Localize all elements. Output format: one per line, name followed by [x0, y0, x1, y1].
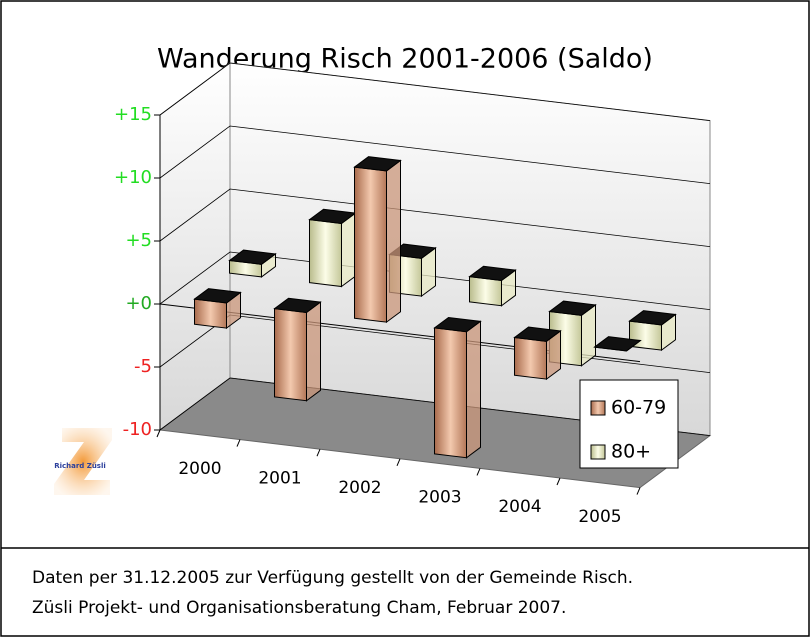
- bar-front: [194, 298, 227, 329]
- bar-side: [306, 301, 321, 402]
- left-wall: [159, 62, 231, 431]
- legend-swatch: [590, 400, 606, 416]
- x-tick-label: 2002: [338, 478, 381, 498]
- grid-line: [159, 188, 711, 247]
- bar-front: [434, 327, 467, 459]
- logo: Richard Züsli: [54, 428, 112, 495]
- bar-front: [629, 320, 662, 351]
- legend-swatch: [590, 444, 606, 460]
- y-tick-label: -5: [134, 356, 152, 377]
- bar-top: [228, 249, 277, 265]
- x-tick: [556, 477, 561, 486]
- bar-front: [354, 166, 387, 323]
- bar-top: [353, 156, 402, 172]
- bar-front: [469, 276, 502, 307]
- y-tick-label: -10: [123, 419, 152, 440]
- series: [193, 156, 642, 459]
- y-tick-label: +10: [114, 167, 152, 188]
- logo-shape: [54, 428, 112, 495]
- bar-side: [466, 320, 481, 459]
- bar-top: [468, 265, 517, 282]
- legend: 60-79 80+: [579, 379, 679, 469]
- legend-label: 60-79: [611, 397, 666, 419]
- y-tick-label: +0: [125, 293, 152, 314]
- bar-top: [593, 336, 642, 352]
- x-tick: [636, 487, 641, 495]
- x-tick-label: 2001: [258, 468, 301, 488]
- x-tick-label: 2005: [578, 507, 621, 527]
- bar-front: [309, 219, 342, 288]
- bar-side: [386, 159, 401, 324]
- x-tick: [396, 458, 401, 466]
- bar-top: [433, 316, 482, 333]
- x-tick: [236, 439, 241, 447]
- note: Züsli Projekt- und Organisationsberatung…: [32, 598, 566, 618]
- grid-line: [159, 251, 711, 310]
- note: Daten per 31.12.2005 zur Verfügung geste…: [32, 568, 633, 588]
- bar-top: [513, 326, 562, 342]
- x-tick-label: 2004: [498, 497, 541, 517]
- x-tick-label: 2003: [418, 488, 461, 508]
- x-tick: [316, 449, 321, 457]
- bar-side: [341, 212, 356, 288]
- grid-line: [159, 377, 711, 436]
- x-tick: [476, 468, 481, 476]
- bar-front: [274, 308, 307, 402]
- grid-line: [159, 62, 711, 121]
- bar-top: [193, 288, 242, 304]
- grid-line: [159, 125, 711, 184]
- bar-top: [548, 300, 597, 316]
- bar-top: [628, 310, 677, 326]
- logo-text: Richard Züsli: [54, 462, 106, 470]
- bar-top: [273, 297, 322, 314]
- x-tick-label: 2000: [178, 459, 221, 479]
- x-tick: [156, 429, 161, 438]
- y-tick-label: +15: [114, 104, 152, 125]
- series: [228, 208, 677, 367]
- y-tick-label: +5: [125, 230, 152, 251]
- legend-label: 80+: [611, 441, 651, 463]
- bar-front: [514, 336, 547, 380]
